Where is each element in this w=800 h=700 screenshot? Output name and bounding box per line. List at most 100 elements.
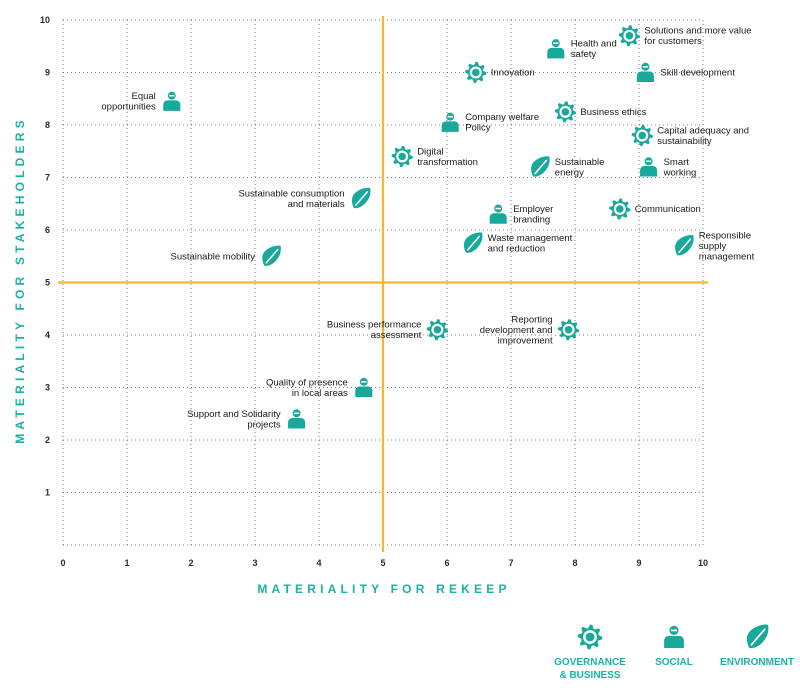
data-point: Employer branding [489, 204, 553, 226]
person-icon [636, 62, 654, 82]
data-point: Sustainable energy [531, 156, 604, 178]
y-axis-label: MATERIALITY FOR STAKEHOLDERS [13, 116, 27, 444]
person-icon [547, 39, 565, 59]
point-label: Business ethics [580, 107, 646, 118]
leaf-icon [746, 624, 769, 649]
point-label: Digital transformation [417, 146, 478, 168]
legend: GOVERNANCE & BUSINESS SOCIAL ENVIRONMENT [554, 624, 794, 681]
x-tick-label: 8 [572, 558, 577, 568]
y-tick-label: 6 [45, 225, 50, 235]
data-point: Skill development [636, 62, 735, 82]
person-icon [664, 625, 684, 648]
point-label: Solutions and more value for customers [644, 26, 751, 48]
point-label: Responsible supply management [699, 230, 755, 262]
data-point: Reporting development and improvement [480, 314, 580, 346]
person-icon [288, 409, 306, 429]
y-tick-label: 1 [45, 488, 50, 498]
data-point: Sustainable consumption and materials [238, 187, 371, 210]
tick-labels: 0 1 2 3 4 5 6 7 8 9 10 1 2 3 4 5 6 7 8 9 10 [40, 15, 708, 568]
leaf-icon [531, 156, 550, 177]
x-tick-label: 2 [188, 558, 193, 568]
point-label: Capital adequacy and sustainability [657, 125, 749, 147]
y-tick-label: 3 [45, 383, 50, 393]
data-point: Support and Solidarity projects [187, 409, 306, 431]
person-icon [441, 112, 459, 132]
legend-item-env: ENVIRONMENT [720, 624, 794, 668]
gear-icon [631, 124, 653, 147]
point-label: Support and Solidarity projects [187, 409, 281, 431]
y-tick-label: 2 [45, 435, 50, 445]
point-label: Business performance assessment [327, 320, 422, 342]
legend-label: SOCIAL [655, 657, 693, 668]
point-label: Smart working [663, 157, 697, 179]
data-point: Business performance assessment [327, 319, 449, 342]
person-icon [163, 91, 181, 111]
gear-icon [577, 624, 603, 650]
quadrant-lines [58, 16, 708, 552]
point-label: Health and safety [571, 39, 617, 61]
data-point: Capital adequacy and sustainability [631, 124, 749, 147]
x-tick-label: 6 [444, 558, 449, 568]
data-point: Innovation [465, 61, 535, 84]
y-tick-label: 5 [45, 278, 50, 288]
gear-icon [609, 198, 631, 220]
person-icon [640, 157, 658, 177]
y-tick-label: 7 [45, 173, 50, 183]
x-tick-label: 9 [636, 558, 641, 568]
data-point: Communication [609, 198, 701, 220]
gear-icon [465, 61, 487, 84]
data-point: Digital transformation [391, 145, 478, 168]
gear-icon [554, 101, 577, 123]
data-point: Business ethics [554, 101, 647, 123]
data-point: Solutions and more value for customers [618, 25, 752, 48]
point-label: Communication [635, 204, 701, 215]
x-tick-label: 7 [508, 558, 513, 568]
legend-item-soc: SOCIAL [655, 625, 693, 668]
x-tick-label: 10 [698, 558, 708, 568]
x-tick-label: 5 [380, 558, 385, 568]
gear-icon [426, 319, 449, 341]
data-point: Quality of presence in local areas [266, 377, 373, 399]
point-label: Equal opportunities [101, 91, 156, 113]
point-label: Sustainable consumption and materials [238, 188, 344, 210]
leaf-icon [675, 234, 694, 256]
x-tick-label: 3 [252, 558, 257, 568]
data-point: Waste management and reduction [463, 232, 573, 255]
point-label: Skill development [660, 68, 735, 79]
point-label: Quality of presence in local areas [266, 377, 348, 399]
data-point: Sustainable mobility [171, 245, 281, 266]
legend-label: ENVIRONMENT [720, 657, 794, 668]
x-axis-label: MATERIALITY FOR REKEEP [257, 582, 510, 596]
data-point: Responsible supply management [675, 230, 755, 262]
data-point: Health and safety [547, 39, 617, 61]
point-label: Sustainable energy [555, 157, 605, 179]
point-label: Waste management and reduction [488, 233, 573, 255]
point-label: Company welfare Policy [465, 112, 539, 134]
gear-icon [618, 25, 641, 47]
point-label: Employer branding [513, 204, 553, 226]
point-label: Reporting development and improvement [480, 314, 553, 346]
x-tick-label: 4 [316, 558, 321, 568]
leaf-icon [463, 232, 483, 253]
point-label: Innovation [491, 68, 535, 79]
point-label: Sustainable mobility [171, 251, 256, 262]
data-point: Company welfare Policy [441, 112, 539, 134]
y-tick-label: 4 [45, 330, 50, 340]
legend-label: GOVERNANCE & BUSINESS [554, 657, 626, 681]
data-point: Smart working [640, 157, 697, 179]
y-tick-label: 8 [45, 120, 50, 130]
y-tick-label: 10 [40, 15, 50, 25]
y-tick-label: 9 [45, 68, 50, 78]
data-point: Equal opportunities [101, 91, 181, 113]
legend-item-gov: GOVERNANCE & BUSINESS [554, 624, 626, 681]
person-icon [355, 377, 373, 397]
x-tick-label: 1 [124, 558, 129, 568]
person-icon [489, 204, 507, 224]
gear-icon [557, 319, 580, 341]
gear-icon [391, 145, 413, 168]
x-tick-label: 0 [60, 558, 65, 568]
leaf-icon [262, 245, 281, 266]
leaf-icon [351, 187, 371, 209]
data-points: Equal opportunities Health and safety Soluti… [101, 25, 755, 431]
